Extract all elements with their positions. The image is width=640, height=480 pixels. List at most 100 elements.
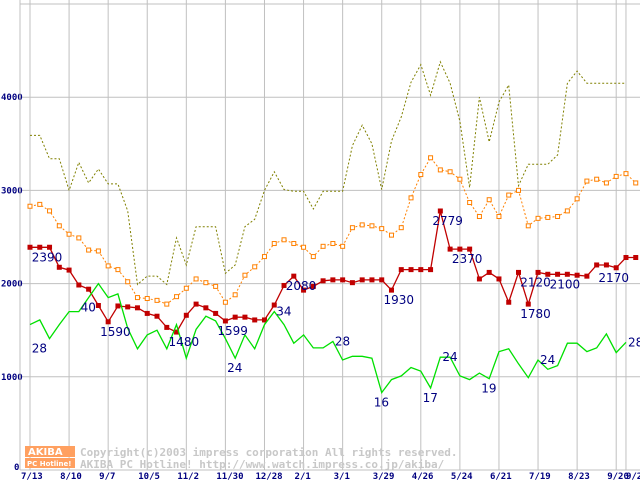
data-point-min (437, 208, 443, 214)
data-point-min (564, 271, 570, 277)
data-point-min (594, 262, 600, 268)
data-label: 1590 (100, 325, 131, 339)
data-point-min (320, 278, 326, 284)
data-point-average (574, 196, 580, 202)
data-point-average (242, 272, 248, 278)
data-point-min (418, 267, 424, 273)
x-tick-label: 2/1 (295, 472, 311, 480)
data-point-min (271, 302, 277, 308)
data-label: 2370 (452, 252, 483, 266)
data-label: 2170 (598, 271, 629, 285)
grid (20, 0, 640, 470)
x-tick-label: 7/13 (21, 472, 43, 480)
data-label: 17 (423, 391, 438, 405)
data-label: 24 (442, 350, 457, 364)
data-point-average (535, 215, 541, 221)
x-tick-label: 3/1 (334, 472, 350, 480)
data-point-min (584, 273, 590, 279)
data-point-min (164, 324, 170, 330)
data-label: 28 (628, 335, 640, 349)
data-point-average (428, 155, 434, 161)
x-tick-label: 10/5 (138, 472, 160, 480)
data-point-average (349, 225, 355, 231)
data-point-min (105, 319, 111, 325)
data-point-min (27, 244, 33, 250)
data-point-average (437, 167, 443, 173)
data-label: 28 (32, 342, 47, 356)
data-point-min (330, 277, 336, 283)
data-label: 28 (335, 334, 350, 348)
series-layer (27, 60, 639, 395)
data-point-min (574, 272, 580, 278)
data-point-min (203, 305, 209, 311)
logo-top-box (25, 446, 75, 457)
data-point-average (232, 292, 238, 298)
watermark: AKIBA PC Hotline! Copyright(c)2003 impre… (25, 446, 458, 471)
data-point-min (95, 303, 101, 309)
data-point-min (467, 246, 473, 252)
data-label: 24 (227, 361, 242, 375)
data-point-min (47, 244, 53, 250)
annotation-layer: 2390 1590 1480 1599 2080 1930 2779 2370 2120 1780… (32, 214, 640, 410)
data-point-min (447, 246, 453, 252)
data-point-min (252, 317, 258, 323)
data-point-average (545, 214, 551, 220)
data-point-average (134, 295, 140, 301)
data-point-average (555, 213, 561, 219)
data-point-min (242, 314, 248, 320)
data-label: 2779 (432, 214, 463, 228)
data-point-min (545, 271, 551, 277)
data-point-min (144, 310, 150, 316)
data-label: 2080 (286, 279, 317, 293)
data-point-min (115, 303, 121, 309)
data-point-average (486, 197, 492, 203)
logo-subtext: PC Hotline! (27, 460, 71, 468)
data-point-average (379, 226, 385, 232)
x-tick-label: 9/20 (607, 472, 629, 480)
data-point-average (467, 200, 473, 206)
data-point-average (154, 297, 160, 303)
data-point-min (56, 264, 62, 270)
data-point-average (476, 213, 482, 219)
data-point-average (330, 241, 336, 247)
data-point-average (271, 241, 277, 247)
data-point-average (408, 195, 414, 201)
data-point-min (310, 283, 316, 289)
data-point-average (506, 192, 512, 198)
data-point-min (193, 301, 199, 307)
data-label: 34 (276, 305, 291, 319)
data-point-average (164, 301, 170, 307)
data-point-average (398, 225, 404, 231)
data-point-average (115, 267, 121, 273)
data-point-min (525, 301, 531, 307)
y-tick-label: 1000 (1, 373, 23, 383)
data-label: 1780 (520, 307, 551, 321)
data-point-average (340, 243, 346, 249)
copyright-line: Copyright(c)2003 impress corporation All… (80, 446, 458, 459)
data-point-average (603, 180, 609, 186)
data-point-average (86, 247, 92, 253)
data-point-min (516, 269, 521, 275)
data-point-min (154, 313, 160, 319)
data-point-average (203, 280, 209, 286)
data-point-average (37, 201, 43, 207)
data-point-min (281, 282, 287, 288)
data-label: 1930 (383, 293, 414, 307)
y-tick-label: 2000 (1, 280, 23, 290)
x-tick-label: 4/26 (412, 472, 434, 480)
data-point-average (310, 254, 316, 260)
data-point-min (476, 276, 482, 282)
data-point-average (613, 173, 619, 179)
data-label: 2100 (550, 277, 581, 291)
data-point-min (408, 267, 414, 273)
series-line-max (30, 60, 626, 286)
data-point-average (564, 208, 570, 214)
data-point-average (301, 244, 307, 250)
data-point-min (623, 255, 629, 261)
data-point-average (76, 235, 82, 241)
data-point-min (398, 267, 404, 273)
series-line-shops (29, 282, 627, 395)
data-point-average (183, 285, 189, 291)
data-point-average (252, 264, 258, 270)
